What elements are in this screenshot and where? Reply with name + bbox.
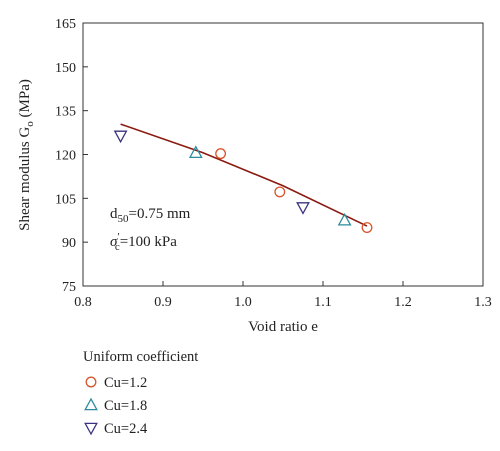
data-point-triangle-up (337, 212, 352, 226)
x-tick-label: 0.8 (74, 295, 92, 310)
legend-label: Cu=1.2 (104, 375, 147, 391)
x-axis-title: Void ratio e (248, 319, 318, 335)
y-axis-title-unit: (MPa) (17, 79, 33, 121)
data-point-circle (274, 186, 286, 198)
legend-marker-triangle-down (84, 422, 98, 436)
legend-label: Cu=2.4 (104, 421, 148, 437)
x-tick-label: 1.1 (314, 295, 332, 310)
y-tick-label: 75 (62, 280, 76, 295)
legend-title: Uniform coefficient (83, 349, 198, 365)
data-point-triangle-down (296, 202, 310, 215)
annotation-sigma-main: σ (110, 234, 118, 250)
legend-marker-triangle-up (84, 397, 98, 411)
y-tick-label: 120 (55, 149, 76, 164)
y-tick-label: 135 (55, 105, 76, 120)
y-tick-label: 90 (62, 236, 76, 251)
y-tick-label: 165 (55, 17, 76, 32)
legend: Uniform coefficient Cu=1.2 Cu=1.8 Cu=2.4 (83, 349, 198, 437)
data-point-circle (361, 222, 373, 234)
x-tick-label: 1.2 (394, 295, 412, 310)
annotation-d50-sub: 50 (118, 213, 130, 225)
y-tick-label: 105 (55, 192, 76, 207)
fit-line (120, 123, 368, 227)
annotation-sigma-rest: =100 kPa (120, 234, 178, 250)
y-axis-title: Shear modulus Go (MPa) (17, 79, 36, 231)
x-tick-label: 0.9 (154, 295, 172, 310)
data-point-circle (215, 148, 227, 160)
x-tick-label: 1.3 (474, 295, 492, 310)
annotation-sigma-sup: ′ (117, 231, 119, 243)
annotation-d50-rest: =0.75 mm (129, 206, 191, 222)
annotation-d50: d50=0.75 mm (110, 206, 191, 225)
legend-marker-circle (85, 376, 97, 388)
legend-items: Cu=1.2 Cu=1.8 Cu=2.4 (84, 375, 148, 437)
y-tick-label: 150 (55, 61, 76, 76)
y-axis-title-subscript: o (24, 121, 36, 127)
annotation-sigma-sub: c (115, 241, 120, 253)
x-tick-label: 1.0 (234, 295, 252, 310)
data-point-triangle-down (113, 130, 128, 144)
data-point-triangle-up (188, 145, 203, 158)
axis-ticks: 0.8 0.9 1.0 1.1 1.2 1.3 75 90 105 120 135 150 165 (55, 17, 492, 310)
annotation-sigma: σ′ c=100 kPa (110, 231, 177, 253)
legend-label: Cu=1.8 (104, 398, 147, 414)
data-points (113, 130, 373, 234)
y-axis-title-main: Shear modulus G (17, 127, 33, 231)
annotation-d50-main: d (110, 206, 118, 222)
fit-line-group (120, 123, 368, 227)
